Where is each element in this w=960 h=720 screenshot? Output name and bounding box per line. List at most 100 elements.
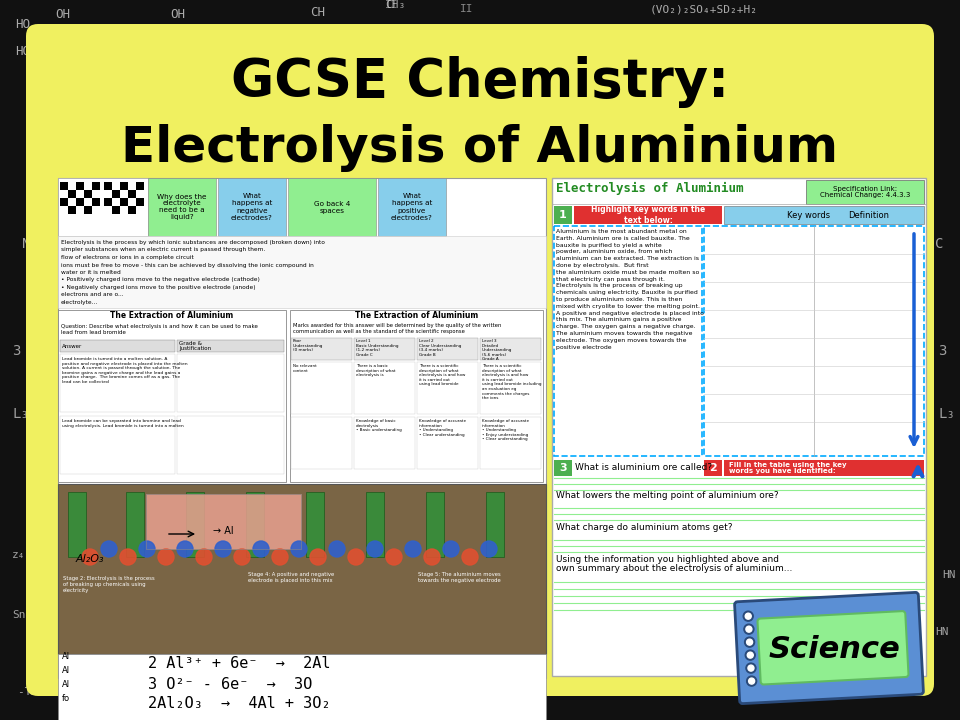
Bar xyxy=(146,494,301,549)
Text: CH₃: CH₃ xyxy=(385,0,405,10)
FancyBboxPatch shape xyxy=(757,611,908,685)
Text: HN: HN xyxy=(935,627,948,637)
Bar xyxy=(554,206,572,224)
Bar xyxy=(58,178,546,678)
Circle shape xyxy=(367,541,383,557)
Bar xyxy=(354,362,415,414)
Bar xyxy=(246,492,264,557)
Text: 3: 3 xyxy=(12,344,20,358)
Text: What lowers the melting point of aluminium ore?: What lowers the melting point of alumini… xyxy=(556,491,779,500)
Text: Al₂O₃: Al₂O₃ xyxy=(76,554,105,564)
Circle shape xyxy=(462,549,478,565)
FancyBboxPatch shape xyxy=(26,24,934,696)
Circle shape xyxy=(386,549,402,565)
Text: OH: OH xyxy=(170,8,185,21)
Bar xyxy=(480,362,541,414)
Text: HO: HO xyxy=(15,45,30,58)
Text: 2Al₂O₃  →  4Al + 3O₂: 2Al₂O₃ → 4Al + 3O₂ xyxy=(148,696,330,711)
Text: What
happens at
positive
electrodes?: What happens at positive electrodes? xyxy=(391,194,433,220)
Text: No relevant
content: No relevant content xyxy=(293,364,317,373)
Bar xyxy=(186,492,204,557)
Circle shape xyxy=(139,541,155,557)
Circle shape xyxy=(120,549,136,565)
Bar xyxy=(704,460,722,476)
Text: own summary about the electrolysis of aluminium...: own summary about the electrolysis of al… xyxy=(556,564,792,573)
Text: Electrolysis of Aluminium: Electrolysis of Aluminium xyxy=(121,124,839,172)
Circle shape xyxy=(405,541,421,557)
Text: There is a basic
description of what
electrolysis is: There is a basic description of what ele… xyxy=(356,364,396,377)
Text: CH: CH xyxy=(310,6,325,19)
Circle shape xyxy=(747,639,753,645)
Circle shape xyxy=(747,676,756,686)
Bar xyxy=(417,362,478,414)
Text: → Al: → Al xyxy=(213,526,233,536)
Bar xyxy=(60,182,68,190)
Text: Level 2
Clear Understanding
(3-4 marks)
Grade B: Level 2 Clear Understanding (3-4 marks) … xyxy=(419,339,462,357)
Circle shape xyxy=(481,541,497,557)
Text: Grade &
Justification: Grade & Justification xyxy=(179,341,211,351)
Circle shape xyxy=(744,624,754,634)
Circle shape xyxy=(329,541,345,557)
Circle shape xyxy=(158,549,174,565)
Bar xyxy=(218,178,286,236)
Text: electrons and are o...: electrons and are o... xyxy=(61,292,124,297)
Bar xyxy=(148,178,216,236)
Bar xyxy=(104,190,112,198)
Text: Electrolysis is the process by which ionic substances are decomposed (broken dow: Electrolysis is the process by which ion… xyxy=(61,240,324,245)
Bar xyxy=(290,310,543,482)
Text: +3H₂O;: +3H₂O; xyxy=(710,32,751,42)
Bar xyxy=(291,362,352,414)
Bar xyxy=(84,182,92,190)
Text: fo: fo xyxy=(62,694,70,703)
Text: Fill in the table using the key
words you have identified:: Fill in the table using the key words yo… xyxy=(729,462,847,474)
Bar xyxy=(92,190,100,198)
Text: z₄²⁺: z₄²⁺ xyxy=(12,550,39,560)
Bar xyxy=(68,198,76,206)
Text: Answer: Answer xyxy=(62,343,83,348)
Text: 2e⁻: 2e⁻ xyxy=(888,100,908,110)
Text: Stage 4: A positive and negative
electrode is placed into this mix: Stage 4: A positive and negative electro… xyxy=(248,572,334,582)
Bar xyxy=(554,460,572,476)
Bar xyxy=(84,190,92,198)
Text: Go back 4
spaces: Go back 4 spaces xyxy=(314,200,350,214)
Circle shape xyxy=(443,541,459,557)
Text: N: N xyxy=(22,237,31,251)
Circle shape xyxy=(253,541,269,557)
Bar xyxy=(84,198,92,206)
Bar xyxy=(92,182,100,190)
Text: What charge do aluminium atoms get?: What charge do aluminium atoms get? xyxy=(556,523,732,532)
Circle shape xyxy=(749,678,755,684)
FancyBboxPatch shape xyxy=(734,593,924,703)
Text: 1: 1 xyxy=(559,210,566,220)
Text: Knowledge of basic
electrolysis
• Basic understanding: Knowledge of basic electrolysis • Basic … xyxy=(356,419,401,432)
Text: • Negatively charged ions move to the positive electrode (anode): • Negatively charged ions move to the po… xyxy=(61,285,255,290)
Bar xyxy=(128,198,136,206)
Text: Sn+C: Sn+C xyxy=(12,610,39,620)
Text: Question: Describe what electrolysis is and how it can be used to make: Question: Describe what electrolysis is … xyxy=(61,324,258,329)
Bar xyxy=(58,236,546,308)
Text: II: II xyxy=(385,0,398,10)
Text: Knowledge of accurate
information
• Understanding
• Clear understanding: Knowledge of accurate information • Unde… xyxy=(419,419,466,437)
Bar xyxy=(68,182,76,190)
Text: Al: Al xyxy=(62,680,70,689)
Bar xyxy=(417,417,478,469)
Bar xyxy=(378,178,446,236)
Bar xyxy=(104,198,112,206)
Circle shape xyxy=(272,549,288,565)
Circle shape xyxy=(215,541,231,557)
Bar xyxy=(806,180,924,204)
Text: V+6HNO₂V+6HNO₂: V+6HNO₂V+6HNO₂ xyxy=(410,695,505,705)
Bar xyxy=(76,206,84,214)
Bar xyxy=(112,198,120,206)
Text: Level 3
Detailed
Understanding
(5-6 marks)
Grade A: Level 3 Detailed Understanding (5-6 mark… xyxy=(482,339,513,361)
Circle shape xyxy=(745,637,755,647)
Bar xyxy=(58,178,148,236)
Text: L₃: L₃ xyxy=(938,407,955,421)
Bar xyxy=(58,310,286,482)
Bar xyxy=(354,338,415,360)
Bar xyxy=(554,226,702,456)
Bar xyxy=(128,190,136,198)
Bar xyxy=(60,206,68,214)
Text: Stage 5: The aluminium moves
towards the negative electrode: Stage 5: The aluminium moves towards the… xyxy=(418,572,501,582)
Text: GCSE Chemistry:: GCSE Chemistry: xyxy=(231,56,729,108)
